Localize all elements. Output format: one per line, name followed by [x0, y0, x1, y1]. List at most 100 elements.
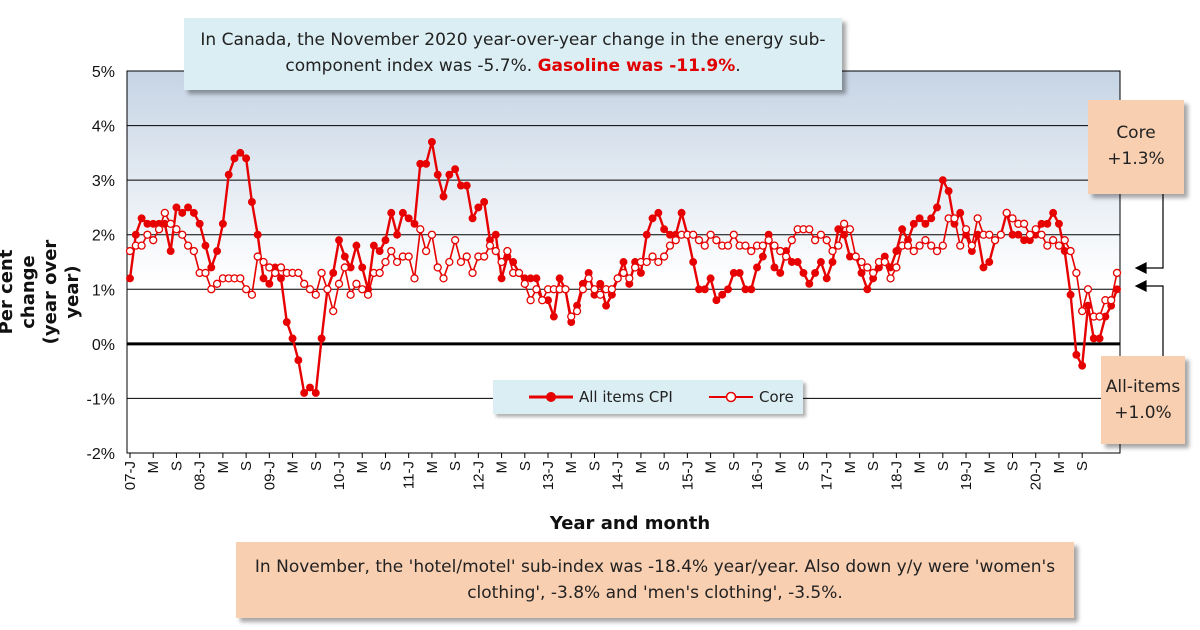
core-point: [654, 257, 663, 267]
all-items-point: [718, 290, 727, 299]
core-point: [1008, 214, 1017, 223]
all-items-point: [178, 208, 187, 217]
all-items-point: [1066, 290, 1075, 299]
all-items-point: [555, 274, 564, 283]
all-items-point: [927, 214, 936, 223]
core-point: [781, 252, 791, 261]
all-items-point: [317, 334, 326, 343]
core-point: [596, 290, 605, 299]
core-point: [723, 241, 733, 250]
core-point: [822, 236, 831, 245]
all-items-arrow: [1134, 280, 1164, 356]
all-items-point: [776, 268, 785, 277]
all-items-point: [1049, 208, 1058, 217]
all-items-point: [898, 225, 907, 234]
x-tick-label: 09-J: [261, 461, 278, 490]
energy-callout-tail: .: [735, 56, 741, 76]
core-point: [1078, 306, 1087, 316]
core-point: [1043, 241, 1052, 250]
core-point: [1019, 219, 1029, 228]
all-items-point: [265, 279, 274, 288]
y-tick-label: -2%: [87, 446, 115, 463]
core-point: [950, 214, 959, 223]
all-items-point: [236, 148, 245, 157]
all-items-point: [282, 318, 291, 326]
x-tick-label: M: [354, 461, 371, 474]
core-point: [143, 230, 152, 239]
x-tick-label: S: [656, 461, 673, 471]
core-point: [462, 252, 471, 261]
core-point: [491, 246, 500, 256]
core-point: [178, 230, 187, 239]
x-tick-label: 10-J: [331, 461, 348, 490]
core-point: [259, 257, 268, 267]
gasoline-highlight: Gasoline was -11.9%: [537, 56, 736, 76]
core-point: [300, 279, 309, 288]
x-tick-label: 15-J: [679, 461, 696, 490]
core-point: [421, 246, 431, 256]
core-point: [154, 225, 164, 234]
core-point: [985, 230, 994, 239]
core-point: [404, 252, 413, 261]
core-point: [932, 246, 942, 256]
y-axis-title-line2: (year over year): [40, 239, 83, 345]
core-point: [416, 225, 425, 234]
y-axis-title: Per cent change (year over year): [0, 222, 84, 362]
all-items-point: [480, 198, 489, 206]
x-tick-label: 19-J: [958, 461, 975, 490]
legend-all-items-label: All items CPI: [579, 388, 673, 406]
y-tick-label: 3%: [92, 173, 115, 190]
all-items-point: [1078, 361, 1087, 370]
all-items-point: [375, 247, 384, 256]
y-tick-label: -1%: [87, 391, 115, 408]
all-items-point: [462, 181, 471, 190]
core-point: [973, 214, 982, 223]
core-point: [1083, 285, 1093, 294]
core-point: [381, 257, 390, 267]
core-point: [909, 246, 918, 256]
all-items-point: [433, 170, 442, 179]
y-tick-label: 5%: [92, 64, 115, 81]
core-point: [584, 274, 593, 283]
core-point: [514, 268, 524, 278]
hotel-motel-callout: In November, the 'hotel/motel' sub-index…: [236, 542, 1074, 618]
core-box-value: +1.3%: [1107, 149, 1165, 169]
all-items-point: [979, 263, 988, 272]
all-items-point: [329, 268, 338, 277]
core-point: [776, 246, 785, 256]
all-items-point: [410, 219, 419, 228]
core-point: [363, 290, 373, 299]
all-items-point: [184, 203, 193, 212]
core-point: [810, 236, 820, 245]
all-items-point: [358, 263, 367, 272]
core-point: [857, 257, 866, 267]
core-point: [207, 285, 216, 294]
core-point: [578, 285, 588, 294]
all-items-point: [381, 236, 390, 245]
all-items-point: [166, 247, 175, 256]
core-point: [607, 285, 617, 294]
all-items-point: [863, 285, 872, 294]
all-items-value-box: All-items +1.0%: [1101, 356, 1185, 444]
core-point: [456, 257, 466, 267]
core-point: [392, 257, 402, 267]
core-point: [329, 306, 338, 316]
x-tick-label: M: [772, 461, 789, 474]
core-point: [903, 241, 913, 250]
all-items-point: [793, 258, 802, 266]
all-items-point: [712, 296, 721, 305]
core-point: [747, 246, 756, 256]
all-items-point: [689, 258, 698, 266]
all-items-point: [491, 230, 500, 239]
x-tick-label: S: [377, 461, 394, 471]
x-tick-label: 13-J: [540, 461, 557, 490]
all-items-point: [311, 389, 320, 397]
core-point: [619, 268, 628, 278]
y-tick-label: 2%: [92, 228, 115, 245]
x-tick-label: S: [168, 461, 185, 471]
all-items-point: [340, 252, 349, 261]
core-point: [311, 290, 320, 299]
core-point: [561, 285, 570, 294]
core-point: [468, 268, 477, 278]
all-items-point: [956, 208, 965, 217]
